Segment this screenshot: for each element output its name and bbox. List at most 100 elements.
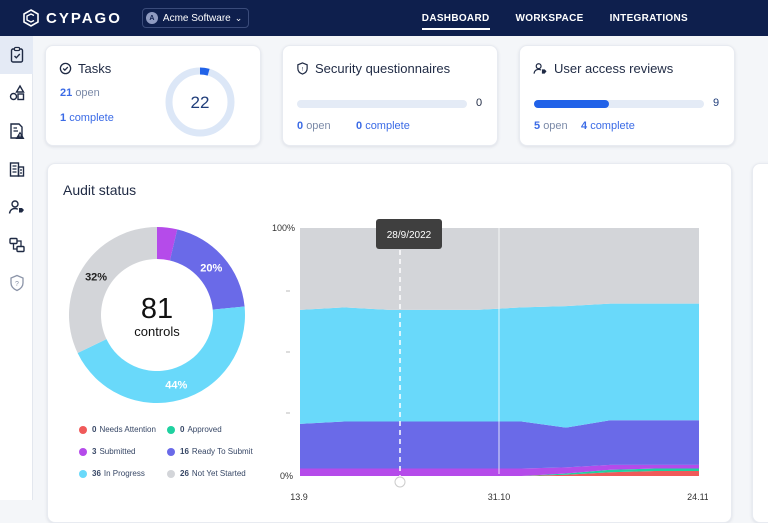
donut-slice-submitted[interactable]: [157, 227, 178, 261]
audit-total-label: controls: [134, 324, 180, 339]
tasks-progress-ring: 22: [165, 67, 235, 137]
nav-integrations[interactable]: INTEGRATIONS: [609, 12, 688, 24]
building-list-icon: [9, 162, 24, 177]
questionnaires-complete-label: complete: [365, 120, 410, 132]
legend-count: 36: [92, 469, 101, 478]
tasks-complete[interactable]: 1 complete: [60, 112, 114, 124]
main-nav: DASHBOARD WORKSPACE INTEGRATIONS: [421, 0, 768, 36]
questionnaires-title-text: Security questionnaires: [315, 61, 451, 76]
legend-label: Approved: [187, 425, 222, 434]
audit-total: 81: [141, 293, 173, 325]
document-alert-icon: [9, 123, 24, 139]
partial-card-right: [752, 163, 768, 523]
reviews-open-count: 5: [534, 120, 541, 132]
sidebar-item-vendors[interactable]: [0, 150, 33, 188]
top-navbar: CYPAGO A Acme Software ⌄ DASHBOARD WORKS…: [0, 0, 768, 36]
questionnaires-complete[interactable]: 0 complete: [356, 120, 410, 132]
cypago-logo-icon: [23, 9, 39, 27]
sidebar-item-dashboard[interactable]: [0, 36, 33, 74]
tasks-title: Tasks: [59, 61, 111, 76]
sidebar-item-policies[interactable]: [0, 112, 33, 150]
donut-slice-label: 44%: [165, 379, 187, 391]
sidebar-item-frameworks[interactable]: [0, 74, 33, 112]
clipboard-check-icon: [10, 46, 23, 63]
tasks-card[interactable]: Tasks 21 open 1 complete 22: [45, 45, 261, 146]
legend-label: Needs Attention: [99, 425, 156, 434]
area-series-needs-attention[interactable]: [300, 471, 699, 476]
donut-slice-in-progress[interactable]: [77, 306, 245, 403]
questionnaires-complete-count: 0: [356, 120, 363, 132]
nav-workspace[interactable]: WORKSPACE: [515, 12, 584, 24]
audit-donut-chart[interactable]: 20% 44% 32% 81 controls: [68, 226, 246, 404]
legend-label: Submitted: [99, 447, 136, 456]
reviews-progress-bar: [534, 100, 704, 108]
reviews-card[interactable]: User access reviews 9 5 open 4 complete: [519, 45, 735, 146]
tasks-open-label: open: [75, 87, 100, 99]
brand-name: CYPAGO: [46, 9, 122, 27]
legend-item[interactable]: 16 Ready To Submit: [167, 447, 253, 456]
reviews-title-text: User access reviews: [554, 61, 674, 76]
tasks-title-text: Tasks: [78, 61, 112, 76]
legend-item[interactable]: 26 Not Yet Started: [167, 469, 246, 478]
sidebar-item-workflows[interactable]: [0, 226, 33, 264]
org-selector[interactable]: A Acme Software ⌄: [141, 8, 250, 28]
shield-icon: !: [297, 62, 308, 75]
audit-history-chart[interactable]: 100% 0% 28/9/2022 13.9 31.10 24.11: [263, 216, 708, 501]
reviews-count: 9: [713, 97, 720, 109]
legend-dot: [167, 469, 175, 478]
legend-dot: [79, 447, 87, 456]
svg-text:!: !: [302, 67, 304, 73]
questionnaires-title: ! Security questionnaires: [296, 61, 450, 76]
legend-item[interactable]: 36 In Progress: [79, 469, 145, 478]
tasks-total: 22: [191, 93, 210, 112]
sidebar-item-access-reviews[interactable]: [0, 188, 33, 226]
check-circle-icon: [59, 62, 72, 75]
questionnaires-count: 0: [476, 97, 483, 109]
tasks-open[interactable]: 21 open: [60, 87, 100, 99]
audit-title: Audit status: [63, 182, 137, 198]
area-series-approved[interactable]: [300, 468, 699, 476]
legend-item[interactable]: 0 Approved: [167, 425, 222, 434]
y-tick-label: 100%: [272, 223, 295, 233]
legend-count: 0: [92, 425, 97, 434]
legend-count: 3: [92, 447, 97, 456]
reviews-open[interactable]: 5 open: [534, 120, 568, 132]
legend-dot: [167, 425, 175, 434]
reviews-open-label: open: [543, 120, 568, 132]
questionnaires-card[interactable]: ! Security questionnaires 0 0 open 0 com…: [282, 45, 498, 146]
donut-slice-ready-to-submit[interactable]: [169, 229, 245, 310]
scrubber-handle[interactable]: [394, 476, 406, 488]
questionnaires-open[interactable]: 0 open: [297, 120, 331, 132]
reviews-complete-label: complete: [590, 120, 635, 132]
legend-count: 16: [180, 447, 189, 456]
svg-text:?: ?: [15, 281, 19, 288]
legend-dot: [79, 469, 87, 478]
org-name: Acme Software: [162, 12, 231, 24]
sidebar-item-security[interactable]: ?: [0, 264, 33, 302]
audit-status-card: Audit status 20% 44% 32% 81 controls 0 Need…: [47, 163, 732, 523]
user-review-icon: [533, 63, 547, 74]
legend-item[interactable]: 3 Submitted: [79, 447, 135, 456]
questionnaires-open-count: 0: [297, 120, 304, 132]
reviews-complete[interactable]: 4 complete: [581, 120, 635, 132]
tasks-open-count: 21: [60, 87, 73, 99]
legend-label: Ready To Submit: [191, 447, 253, 456]
reviews-complete-count: 4: [581, 120, 588, 132]
tooltip-box: [376, 219, 442, 249]
donut-slice-label: 20%: [200, 263, 222, 275]
legend-dot: [79, 425, 87, 434]
org-avatar: A: [145, 12, 158, 24]
user-review-icon: [8, 200, 24, 214]
sidebar: ?: [0, 36, 33, 500]
questionnaires-open-label: open: [306, 120, 331, 132]
x-tick-label: 13.9: [290, 492, 308, 501]
donut-slice-not-yet-started[interactable]: [68, 227, 157, 353]
reviews-progress-fill: [534, 100, 609, 108]
donut-slice-label: 32%: [85, 272, 107, 284]
legend-count: 26: [180, 469, 189, 478]
nav-dashboard[interactable]: DASHBOARD: [421, 7, 490, 30]
legend-item[interactable]: 0 Needs Attention: [79, 425, 156, 434]
brand-logo[interactable]: CYPAGO: [22, 9, 122, 27]
chevron-down-icon: ⌄: [234, 12, 243, 23]
questionnaires-progress-bar: [297, 100, 467, 108]
